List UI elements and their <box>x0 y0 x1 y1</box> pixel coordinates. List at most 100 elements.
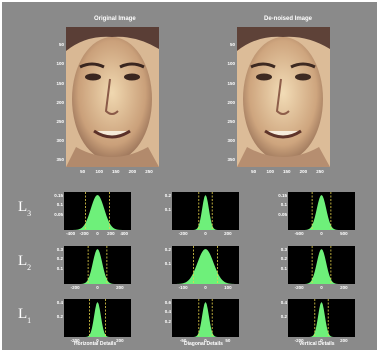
denoised-y-tick: 300 <box>227 138 235 144</box>
histogram-x-tick: 200 <box>340 338 348 343</box>
denoised-y-tick: 350 <box>227 157 235 163</box>
original-y-tick: 50 <box>58 42 64 48</box>
histogram-x-tick: 200 <box>116 338 124 343</box>
histogram-y-tick: 0.05 <box>278 211 287 217</box>
histogram-peak <box>172 302 239 337</box>
original-x-tick: 150 <box>112 169 120 174</box>
histogram-plot <box>64 299 131 337</box>
denoised-y-tick: 100 <box>227 61 235 67</box>
histogram-x-tick: -100 <box>178 285 188 290</box>
histogram-y-tick: 0.3 <box>280 247 287 252</box>
denoised-face-image <box>237 27 330 167</box>
denoised-y-tick: 50 <box>229 42 235 48</box>
histogram-x-tick: -400 <box>66 231 76 236</box>
histogram-peak <box>288 195 355 230</box>
face-portrait-icon <box>237 27 330 167</box>
histogram-y-tick: 0.4 <box>280 300 287 305</box>
coefficient-histogram <box>288 192 355 230</box>
original-image-title: Original Image <box>94 16 136 22</box>
histogram-x-tick: 0 <box>204 338 207 343</box>
histogram-plot <box>288 299 355 337</box>
vertical-details-label: Vertical Details <box>299 341 335 347</box>
histogram-y-tick: 0.2 <box>280 314 287 319</box>
histogram-y-tick: 0.1 <box>280 202 287 208</box>
histogram-peak <box>64 249 131 284</box>
face-portrait-icon <box>66 27 159 167</box>
histogram-y-tick: 0.1 <box>56 202 63 208</box>
histogram-plot <box>172 299 239 337</box>
histogram-peak <box>172 195 239 230</box>
histogram-x-tick: -200 <box>294 285 304 290</box>
histogram-x-tick: -200 <box>70 285 80 290</box>
denoised-y-tick: 250 <box>227 118 235 124</box>
denoised-x-tick: 200 <box>299 169 308 174</box>
level-subscript: 3 <box>27 209 32 218</box>
level-base: L <box>18 306 28 322</box>
histogram-y-tick: 0.15 <box>54 193 63 198</box>
histogram-x-tick: 200 <box>107 231 115 236</box>
histogram-x-tick: -200 <box>178 231 188 236</box>
denoised-y-tick: 150 <box>227 80 235 86</box>
coefficient-histogram <box>172 246 239 284</box>
diagonal-details-label: Diagonal Details <box>184 341 223 347</box>
histogram-x-tick: 0 <box>96 338 99 343</box>
histogram-y-tick: 0.2 <box>56 256 63 262</box>
histogram-x-tick: -200 <box>79 231 89 236</box>
coefficient-histogram <box>172 299 239 337</box>
histogram-y-tick: 0.1 <box>164 261 171 266</box>
histogram-x-tick: -200 <box>70 338 80 343</box>
coefficient-histogram <box>64 246 131 284</box>
histogram-y-tick: 0.4 <box>164 309 171 315</box>
original-y-tick: 100 <box>56 61 64 67</box>
histogram-y-tick: 0.2 <box>56 314 63 319</box>
coefficient-histogram <box>288 299 355 337</box>
level-subscript: 1 <box>27 316 32 325</box>
histogram-plot <box>64 246 131 284</box>
histogram-x-tick: 200 <box>224 231 232 236</box>
level-label: L1 <box>18 306 32 325</box>
histogram-y-tick: 0.1 <box>56 265 63 271</box>
histogram-x-tick: -50 <box>179 338 187 343</box>
denoised-x-tick: 100 <box>266 169 274 174</box>
histogram-x-tick: 200 <box>340 285 348 290</box>
denoised-x-tick: 150 <box>283 169 291 174</box>
histogram-x-tick: 50 <box>225 338 231 343</box>
original-y-tick: 150 <box>56 80 64 86</box>
original-x-tick: 200 <box>128 169 137 174</box>
original-y-tick: 300 <box>56 138 64 144</box>
histogram-x-tick: 500 <box>340 231 348 236</box>
denoised-x-tick: 250 <box>316 169 324 174</box>
histogram-y-tick: 0.3 <box>56 247 63 252</box>
histogram-y-tick: 0.2 <box>280 256 287 262</box>
histogram-x-tick: 0 <box>320 338 323 343</box>
histogram-y-tick: 0.1 <box>164 207 171 212</box>
denoised-x-tick: 50 <box>251 169 257 174</box>
original-y-tick: 250 <box>56 118 64 124</box>
histogram-y-tick: 0.6 <box>164 300 171 305</box>
level-base: L <box>18 253 28 269</box>
histogram-y-tick: 0.1 <box>280 265 287 271</box>
denoised-y-tick: 200 <box>227 99 235 105</box>
histogram-y-tick: 0.15 <box>278 193 287 198</box>
horizontal-details-label: Horizontal Details <box>74 341 117 347</box>
original-x-tick: 50 <box>80 169 86 174</box>
histogram-y-tick: 0.4 <box>56 300 63 305</box>
histogram-x-tick: 400 <box>120 231 129 236</box>
coefficient-histogram <box>288 246 355 284</box>
histogram-x-tick: 0 <box>320 285 323 290</box>
histogram-y-tick: 0.2 <box>164 318 171 324</box>
coefficient-histogram <box>64 299 131 337</box>
histogram-x-tick: -200 <box>294 338 304 343</box>
histogram-peak <box>288 249 355 284</box>
original-face-image <box>66 27 159 167</box>
histogram-y-tick: 0.2 <box>164 247 171 252</box>
coefficient-histogram <box>172 192 239 230</box>
histogram-plot <box>288 246 355 284</box>
wavelet-denoise-figure: Original Image De-noised Image <box>2 2 377 350</box>
denoised-image-title: De-noised Image <box>264 16 313 22</box>
histogram-x-tick: 0 <box>204 231 207 236</box>
coefficient-histogram <box>64 192 131 230</box>
histogram-plot <box>64 192 131 230</box>
histogram-plot <box>172 192 239 230</box>
level-subscript: 2 <box>27 263 32 272</box>
